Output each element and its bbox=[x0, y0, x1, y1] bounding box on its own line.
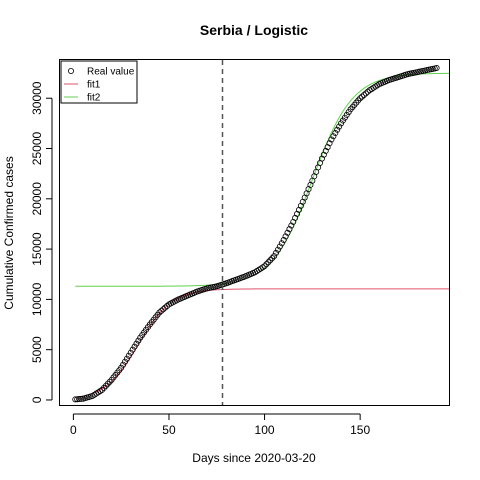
y-axis-title: Cumulative Confirmed cases bbox=[2, 156, 16, 309]
y-tick-label: 5000 bbox=[30, 336, 44, 363]
data-point bbox=[336, 123, 343, 130]
legend-label: Real value bbox=[87, 67, 135, 78]
data-point bbox=[286, 226, 293, 233]
data-point bbox=[125, 352, 132, 359]
y-tick-label: 30000 bbox=[30, 81, 44, 115]
data-point bbox=[100, 384, 107, 391]
data-point bbox=[362, 90, 369, 97]
data-point bbox=[133, 340, 140, 347]
data-point bbox=[280, 237, 287, 244]
data-point bbox=[102, 382, 109, 389]
x-tick-label: 0 bbox=[70, 423, 77, 437]
data-point bbox=[74, 396, 81, 403]
x-tick-label: 150 bbox=[350, 423, 370, 437]
data-point bbox=[131, 343, 138, 350]
data-point bbox=[322, 147, 329, 154]
data-point bbox=[288, 222, 295, 229]
data-point bbox=[334, 126, 341, 133]
data-point bbox=[273, 249, 280, 256]
data-point bbox=[99, 386, 106, 393]
legend-label: fit1 bbox=[87, 80, 101, 91]
data-point bbox=[265, 259, 272, 266]
data-point bbox=[330, 133, 337, 140]
data-point bbox=[72, 396, 79, 403]
data-point bbox=[364, 88, 371, 95]
data-point bbox=[324, 144, 331, 151]
data-point bbox=[156, 309, 163, 316]
data-point bbox=[360, 92, 367, 99]
data-point bbox=[326, 140, 333, 147]
data-point bbox=[76, 396, 83, 403]
y-tick-label: 10000 bbox=[30, 282, 44, 316]
data-point bbox=[278, 240, 285, 247]
data-point bbox=[162, 304, 169, 311]
series-line-fit1 bbox=[75, 288, 450, 399]
data-point bbox=[127, 349, 134, 356]
plot-frame bbox=[59, 59, 450, 406]
data-point bbox=[359, 93, 366, 100]
y-tick-label: 20000 bbox=[30, 182, 44, 216]
data-point bbox=[276, 243, 283, 250]
data-point bbox=[357, 95, 364, 102]
legend-label: fit2 bbox=[87, 93, 101, 104]
data-point bbox=[271, 253, 278, 260]
data-point bbox=[158, 307, 165, 314]
data-point bbox=[78, 395, 85, 402]
y-tick-label: 25000 bbox=[30, 132, 44, 166]
data-point bbox=[160, 306, 167, 313]
data-point bbox=[261, 263, 268, 270]
data-point bbox=[318, 155, 325, 162]
data-point bbox=[118, 364, 125, 371]
data-point bbox=[129, 346, 136, 353]
data-point bbox=[282, 233, 289, 240]
data-point bbox=[263, 261, 270, 268]
x-tick-label: 50 bbox=[162, 423, 176, 437]
x-tick-label: 100 bbox=[255, 423, 275, 437]
data-point bbox=[320, 151, 327, 158]
data-point bbox=[267, 257, 274, 264]
data-point bbox=[433, 65, 440, 72]
data-point bbox=[135, 337, 142, 344]
y-tick-label: 15000 bbox=[30, 232, 44, 266]
legend-box bbox=[60, 60, 138, 104]
y-tick-label: 0 bbox=[30, 396, 44, 403]
legend: Real value fit1 fit2 bbox=[60, 60, 138, 104]
x-axis-title: Days since 2020-03-20 bbox=[192, 451, 316, 465]
data-point bbox=[123, 355, 130, 362]
data-point bbox=[284, 229, 291, 236]
data-point bbox=[274, 246, 281, 253]
plot-area bbox=[72, 60, 451, 406]
legend-swatch bbox=[68, 68, 75, 75]
data-point bbox=[106, 378, 113, 385]
chart-title: Serbia / Logistic bbox=[200, 22, 308, 38]
data-point bbox=[104, 380, 111, 387]
data-point bbox=[332, 130, 339, 137]
data-point bbox=[120, 361, 127, 368]
data-point bbox=[269, 255, 276, 262]
data-point bbox=[328, 136, 335, 143]
data-point bbox=[122, 358, 129, 365]
